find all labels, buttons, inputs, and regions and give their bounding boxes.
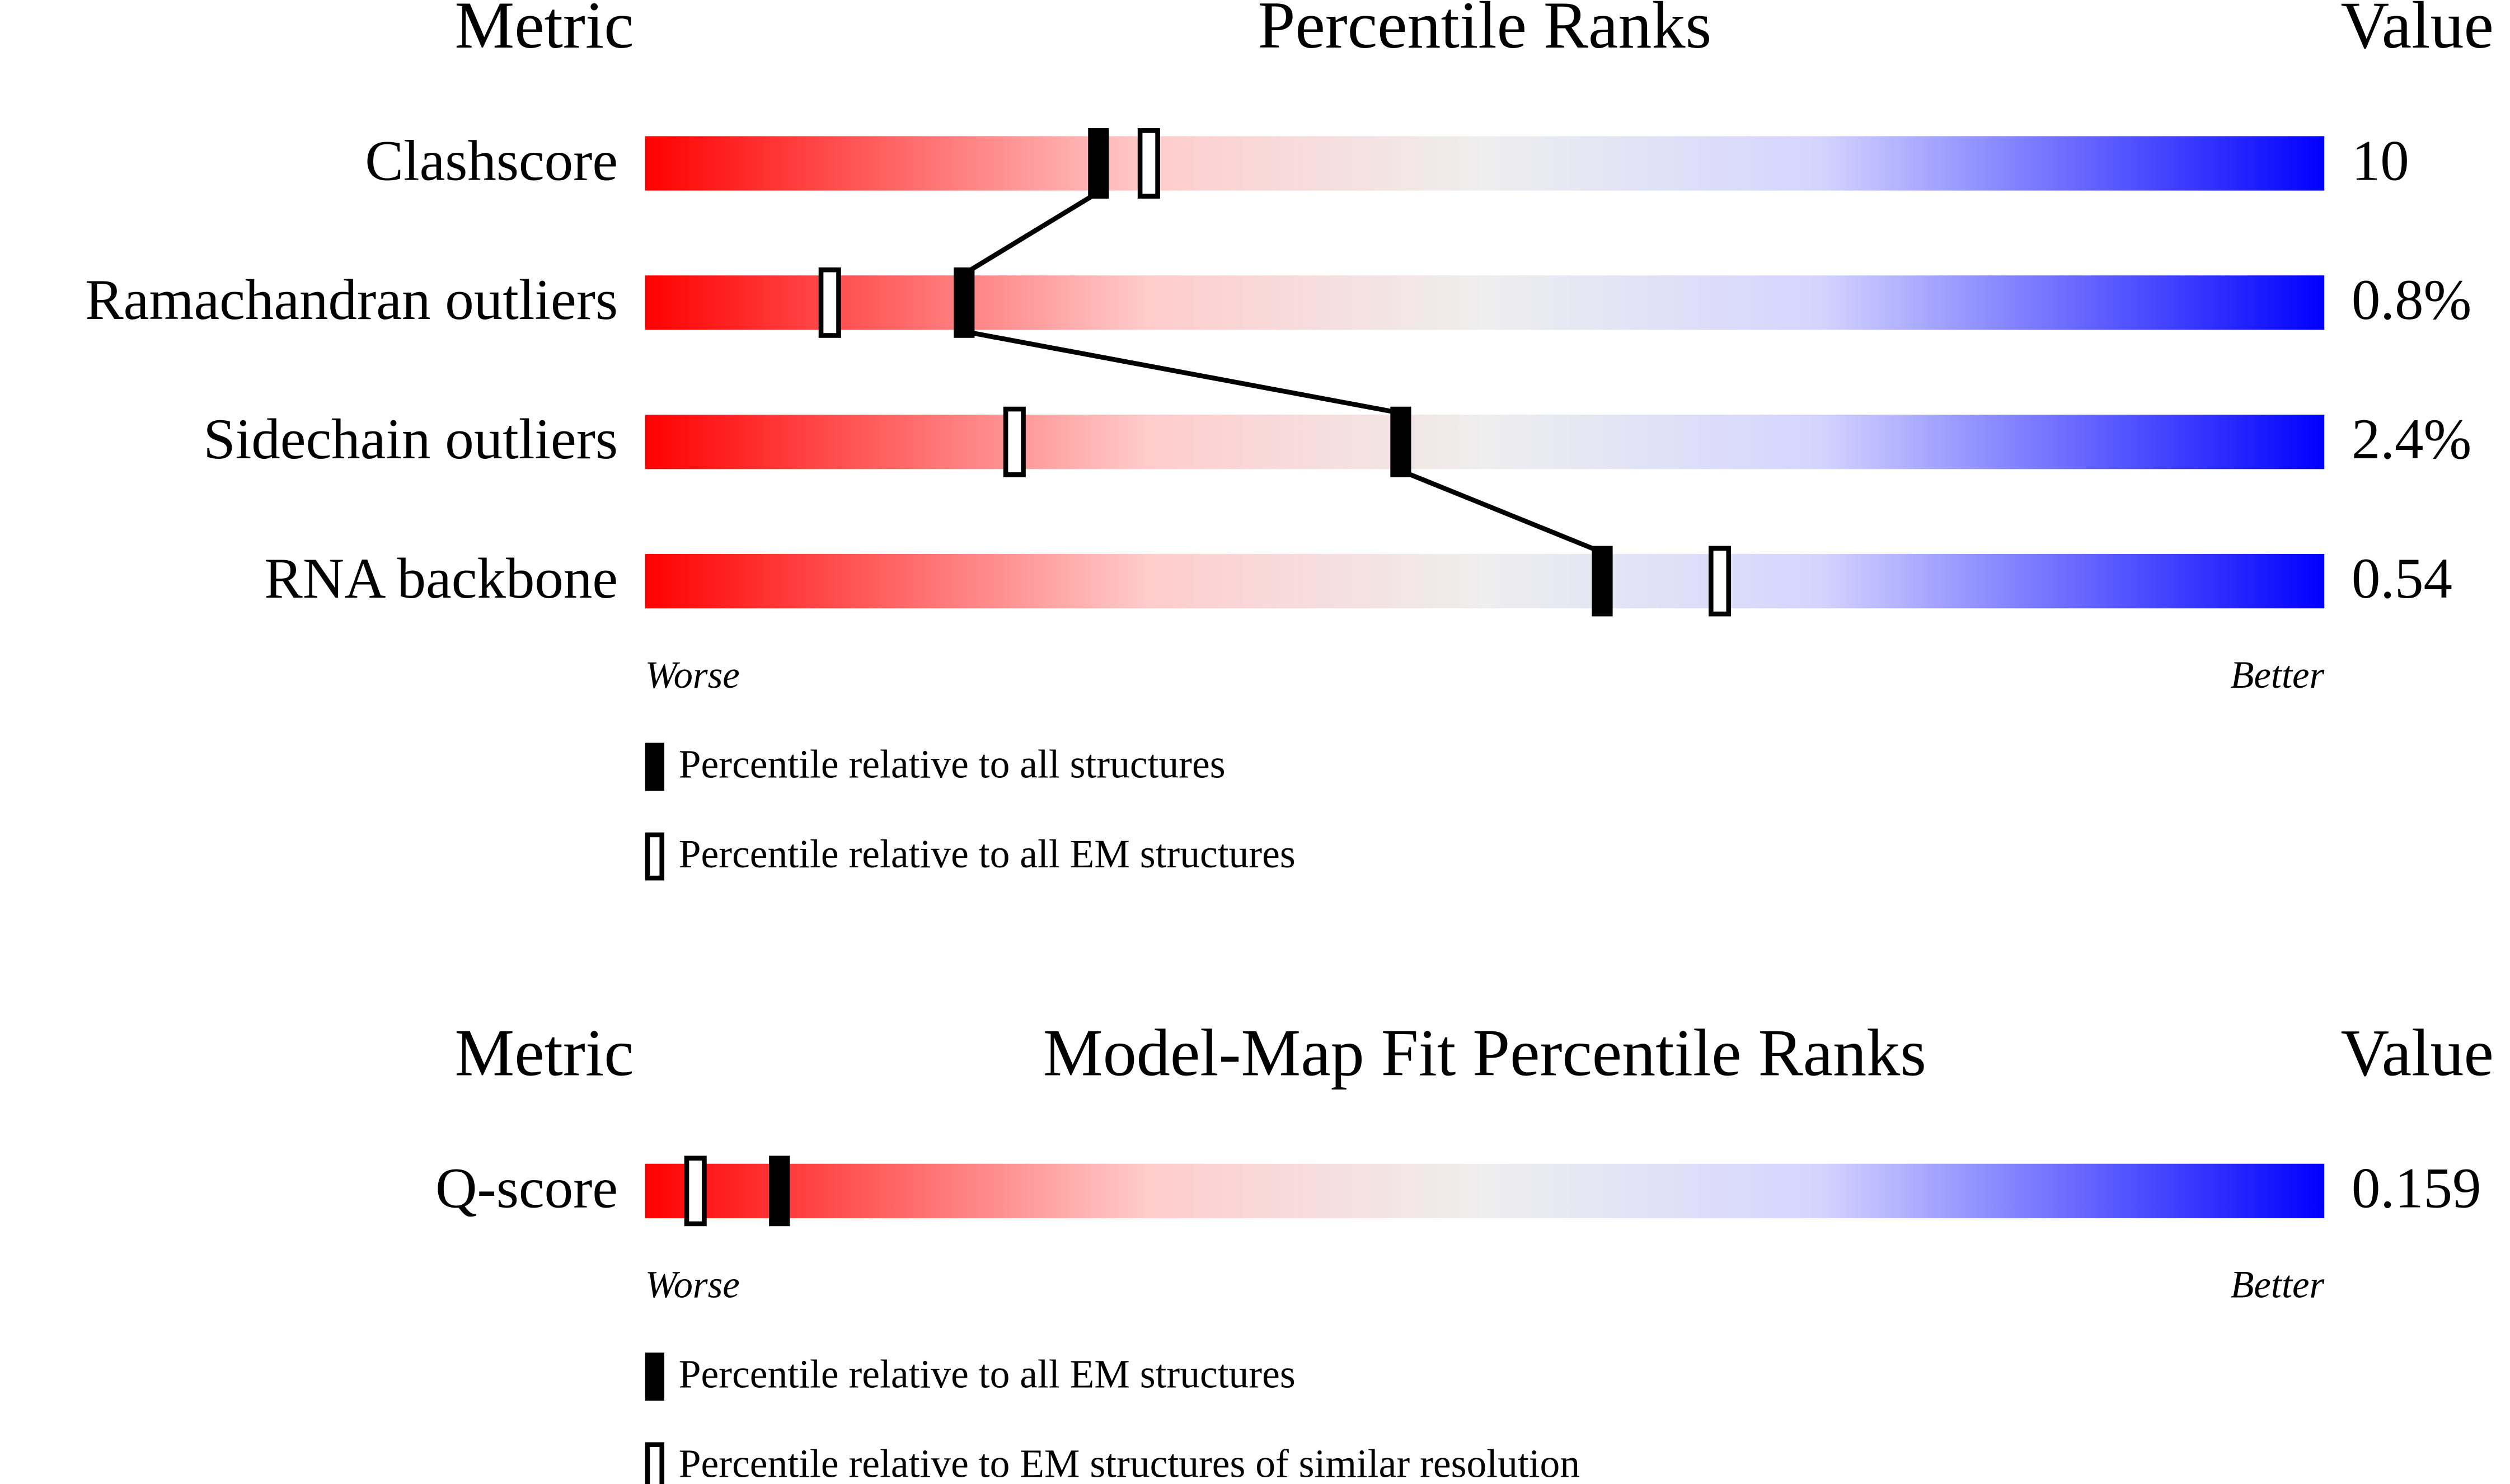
percentile-bar — [645, 415, 2325, 469]
header-title: Percentile Ranks — [1258, 0, 1712, 62]
header-metric: Metric — [454, 1015, 634, 1089]
percentile-bar — [645, 1163, 2325, 1218]
metric-value: 0.159 — [2352, 1157, 2481, 1220]
legend-filled-label: Percentile relative to all structures — [679, 743, 1226, 787]
better-label: Better — [2231, 654, 2325, 696]
marker-filled — [1592, 546, 1613, 617]
metric-label: Sidechain outliers — [203, 407, 618, 471]
header-metric: Metric — [454, 0, 634, 62]
percentile-bar — [645, 275, 2325, 330]
metric-value: 10 — [2352, 129, 2409, 192]
marker-filled — [1390, 406, 1411, 477]
legend-filled-icon — [645, 1352, 665, 1401]
metric-label: RNA backbone — [264, 547, 618, 610]
legend-filled-icon — [645, 743, 665, 791]
marker-filled — [769, 1156, 790, 1227]
legend-open-icon — [645, 1442, 665, 1484]
header-value: Value — [2340, 1015, 2494, 1089]
metric-value: 2.4% — [2352, 407, 2472, 471]
metric-label: Q-score — [435, 1157, 618, 1220]
header-value: Value — [2340, 0, 2494, 62]
worse-label: Worse — [645, 1264, 740, 1306]
worse-label: Worse — [645, 654, 740, 696]
percentile-bar — [645, 136, 2325, 191]
header-title: Model-Map Fit Percentile Ranks — [1043, 1015, 1926, 1089]
marker-open — [1709, 546, 1732, 617]
metric-label: Ramachandran outliers — [85, 268, 618, 332]
metric-label: Clashscore — [365, 129, 618, 192]
metric-value: 0.8% — [2352, 268, 2472, 332]
better-label: Better — [2231, 1264, 2325, 1306]
marker-filled — [1088, 128, 1109, 199]
metric-value: 0.54 — [2352, 547, 2452, 610]
percentile-bar — [645, 553, 2325, 609]
connector — [963, 190, 1100, 276]
marker-open — [684, 1156, 707, 1227]
legend-open-icon — [645, 832, 665, 881]
marker-filled — [954, 267, 975, 338]
marker-open — [1137, 128, 1160, 199]
legend-filled-label: Percentile relative to all EM structures — [679, 1352, 1296, 1396]
legend-open-label: Percentile relative to EM structures of … — [679, 1442, 1580, 1484]
connector — [1400, 468, 1603, 555]
legend-open-label: Percentile relative to all EM structures — [679, 832, 1296, 876]
marker-open — [1003, 406, 1026, 477]
marker-open — [818, 267, 841, 338]
connector — [964, 329, 1401, 416]
